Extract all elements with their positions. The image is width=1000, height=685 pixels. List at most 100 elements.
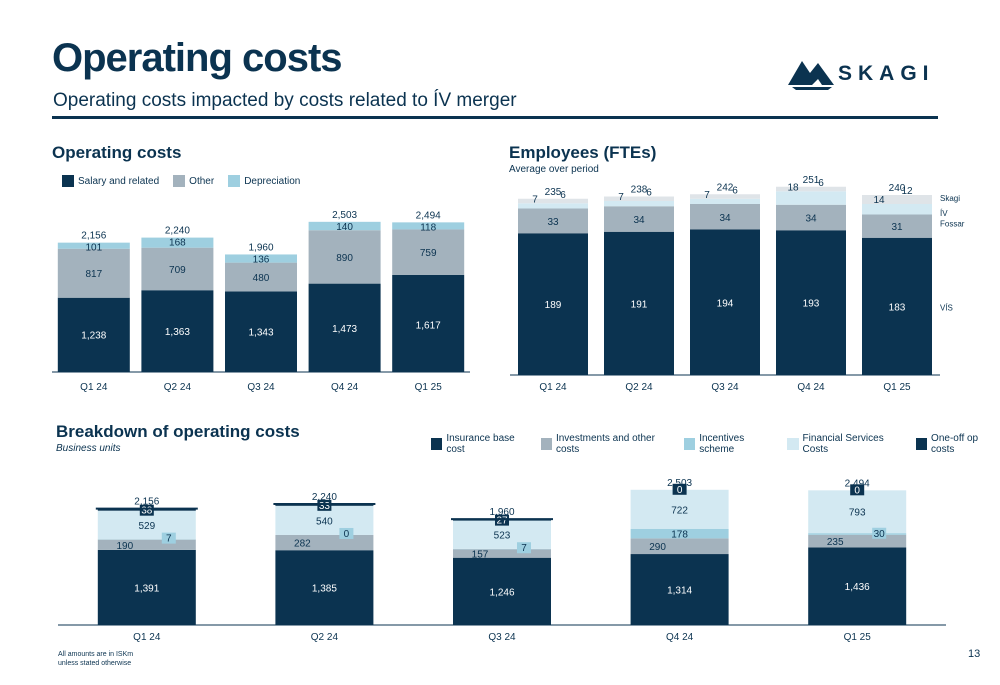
ftes-bar-fossar-4 (862, 214, 932, 238)
opcosts-bar-depreciation-1 (141, 237, 214, 248)
opcosts-value-label-0-0: 1,238 (81, 331, 106, 342)
breakdown-value-label-4-4: 0 (854, 485, 860, 496)
opcosts-bar-salary-and-related-3 (308, 283, 381, 372)
ftes-value-label-1-3: 34 (805, 214, 817, 225)
opcosts-value-label-1-0: 817 (85, 269, 102, 280)
breakdown-value-label-0-1: 1,385 (312, 584, 337, 595)
breakdown-value-label-0-4: 1,436 (845, 582, 870, 593)
opcosts-value-label-2-4: 118 (420, 222, 436, 233)
ftes-bar--v-0 (518, 203, 588, 209)
breakdown-bar-investments-and-other-costs-1 (275, 534, 374, 551)
breakdown-value-label-4-0: 38 (141, 506, 153, 517)
ftes-value-label-1-2: 34 (719, 213, 731, 224)
breakdown-total-label-0: 2,156 (134, 497, 159, 508)
ftes-value-label-3-3: 6 (818, 178, 824, 189)
logo-text: SKAGI (838, 62, 935, 85)
breakdown-total-label-2: 1,960 (489, 507, 514, 518)
ftes-total-label-4: 240 (889, 183, 906, 194)
breakdown-total-label-1: 2,240 (312, 492, 337, 503)
ftes-tick-label-1: Q2 24 (625, 382, 653, 393)
page-title: Operating costs (52, 36, 343, 80)
breakdown-tick-label-1: Q2 24 (311, 632, 339, 643)
breakdown-bar-investments-and-other-costs-2 (453, 549, 551, 558)
oneoff-label-bg-3 (672, 483, 687, 495)
breakdown-value-label-3-4: 793 (849, 508, 866, 519)
ftes-bar--v-2 (690, 198, 760, 204)
ftes-value-label-3-0: 6 (560, 190, 566, 201)
oneoff-label-bg-4 (850, 484, 865, 496)
incentives-label-bg-0 (161, 532, 176, 544)
page-number: 13 (968, 648, 981, 660)
breakdown-value-label-2-3: 178 (671, 530, 688, 541)
breakdown-bar-financial-services-costs-4 (808, 490, 907, 534)
breakdown-bar-insurance-base-cost-2 (453, 557, 551, 625)
opcosts-total-label-1: 2,240 (165, 226, 190, 237)
ftes-legend-vís: VÍS (940, 303, 953, 312)
ftes-value-label-1-1: 34 (633, 215, 645, 226)
breakdown-value-label-4-2: 27 (496, 516, 508, 527)
ftes-tick-label-4: Q1 25 (883, 382, 911, 393)
opcosts-bar-other-0 (57, 248, 130, 298)
ftes-value-label-3-4: 12 (901, 186, 913, 197)
breakdown-total-label-4: 2,494 (845, 478, 870, 489)
skagi-logo-icon (788, 61, 834, 90)
ftes-value-label-0-3: 193 (803, 299, 820, 310)
breakdown-value-label-1-0: 190 (116, 541, 133, 552)
ftes-value-label-0-0: 189 (545, 300, 562, 311)
ftes-value-label-2-0: 7 (532, 194, 538, 205)
opcosts-bar-salary-and-related-2 (225, 291, 297, 372)
oneoff-label-bg-0 (139, 504, 154, 516)
ftes-bar-skagi-3 (776, 186, 846, 192)
breakdown-value-label-4-1: 33 (319, 501, 331, 512)
ftes-value-label-3-1: 6 (646, 188, 652, 199)
opcosts-bar-other-3 (308, 230, 381, 284)
breakdown-bar-financial-services-costs-3 (630, 489, 729, 529)
opcosts-bar-depreciation-3 (308, 221, 381, 231)
ftes-total-label-1: 238 (631, 185, 648, 196)
ftes-bar-fossar-0 (518, 208, 588, 234)
ftes-bar-v-s-0 (518, 233, 588, 375)
breakdown-bar-investments-and-other-costs-0 (97, 539, 196, 550)
opcosts-value-label-2-1: 168 (169, 238, 186, 249)
opcosts-value-label-1-4: 759 (420, 248, 437, 259)
ftes-bar-v-s-2 (690, 229, 760, 375)
footnote: All amounts are in ISKm unless stated ot… (58, 651, 134, 667)
ftes-value-label-2-1: 7 (618, 192, 624, 203)
ftes-value-label-2-3: 18 (787, 182, 799, 193)
opcosts-value-label-2-2: 136 (253, 254, 270, 265)
opcosts-value-label-0-1: 1,363 (165, 327, 190, 338)
ftes-bar-skagi-4 (862, 195, 932, 204)
breakdown-legend: Insurance base cost Investments and othe… (431, 433, 1000, 455)
breakdown-value-label-3-1: 540 (316, 516, 333, 527)
breakdown-value-label-0-3: 1,314 (667, 586, 692, 597)
opcosts-value-label-0-3: 1,473 (332, 324, 357, 335)
opcosts-total-label-3: 2,503 (332, 210, 357, 221)
ftes-value-label-0-4: 183 (889, 302, 906, 313)
breakdown-title: Breakdown of operating costs (56, 422, 300, 441)
legend-item-financial: Financial Services Costs (787, 433, 906, 455)
ftes-subtitle: Average over period (509, 164, 599, 175)
breakdown-bar-insurance-base-cost-0 (97, 549, 196, 625)
ftes-value-label-2-4: 14 (873, 195, 885, 206)
opcosts-legend: Salary and related Other Depreciation (62, 175, 300, 187)
opcosts-total-label-2: 1,960 (248, 242, 273, 253)
breakdown-value-label-2-0: 7 (166, 534, 172, 545)
breakdown-tick-label-2: Q3 24 (488, 632, 516, 643)
breakdown-tick-label-4: Q1 25 (844, 632, 872, 643)
legend-item-other: Other (173, 175, 214, 187)
ftes-value-label-1-0: 33 (547, 217, 559, 228)
ftes-value-label-0-1: 191 (631, 299, 648, 310)
breakdown-value-label-4-3: 0 (677, 485, 683, 496)
ftes-total-label-2: 242 (717, 182, 734, 193)
opcosts-bar-depreciation-2 (225, 254, 297, 263)
opcosts-value-label-0-4: 1,617 (416, 320, 441, 331)
breakdown-bar-insurance-base-cost-4 (808, 547, 907, 625)
breakdown-bar-investments-and-other-costs-3 (630, 538, 729, 555)
incentives-label-bg-2 (517, 542, 531, 554)
breakdown-value-label-2-4: 30 (874, 529, 886, 540)
breakdown-bar-incentives-scheme-3 (630, 528, 729, 539)
breakdown-bar-insurance-base-cost-3 (630, 554, 729, 625)
ftes-legend-fossar: Fossar (940, 220, 965, 229)
opcosts-bar-other-1 (141, 247, 214, 291)
